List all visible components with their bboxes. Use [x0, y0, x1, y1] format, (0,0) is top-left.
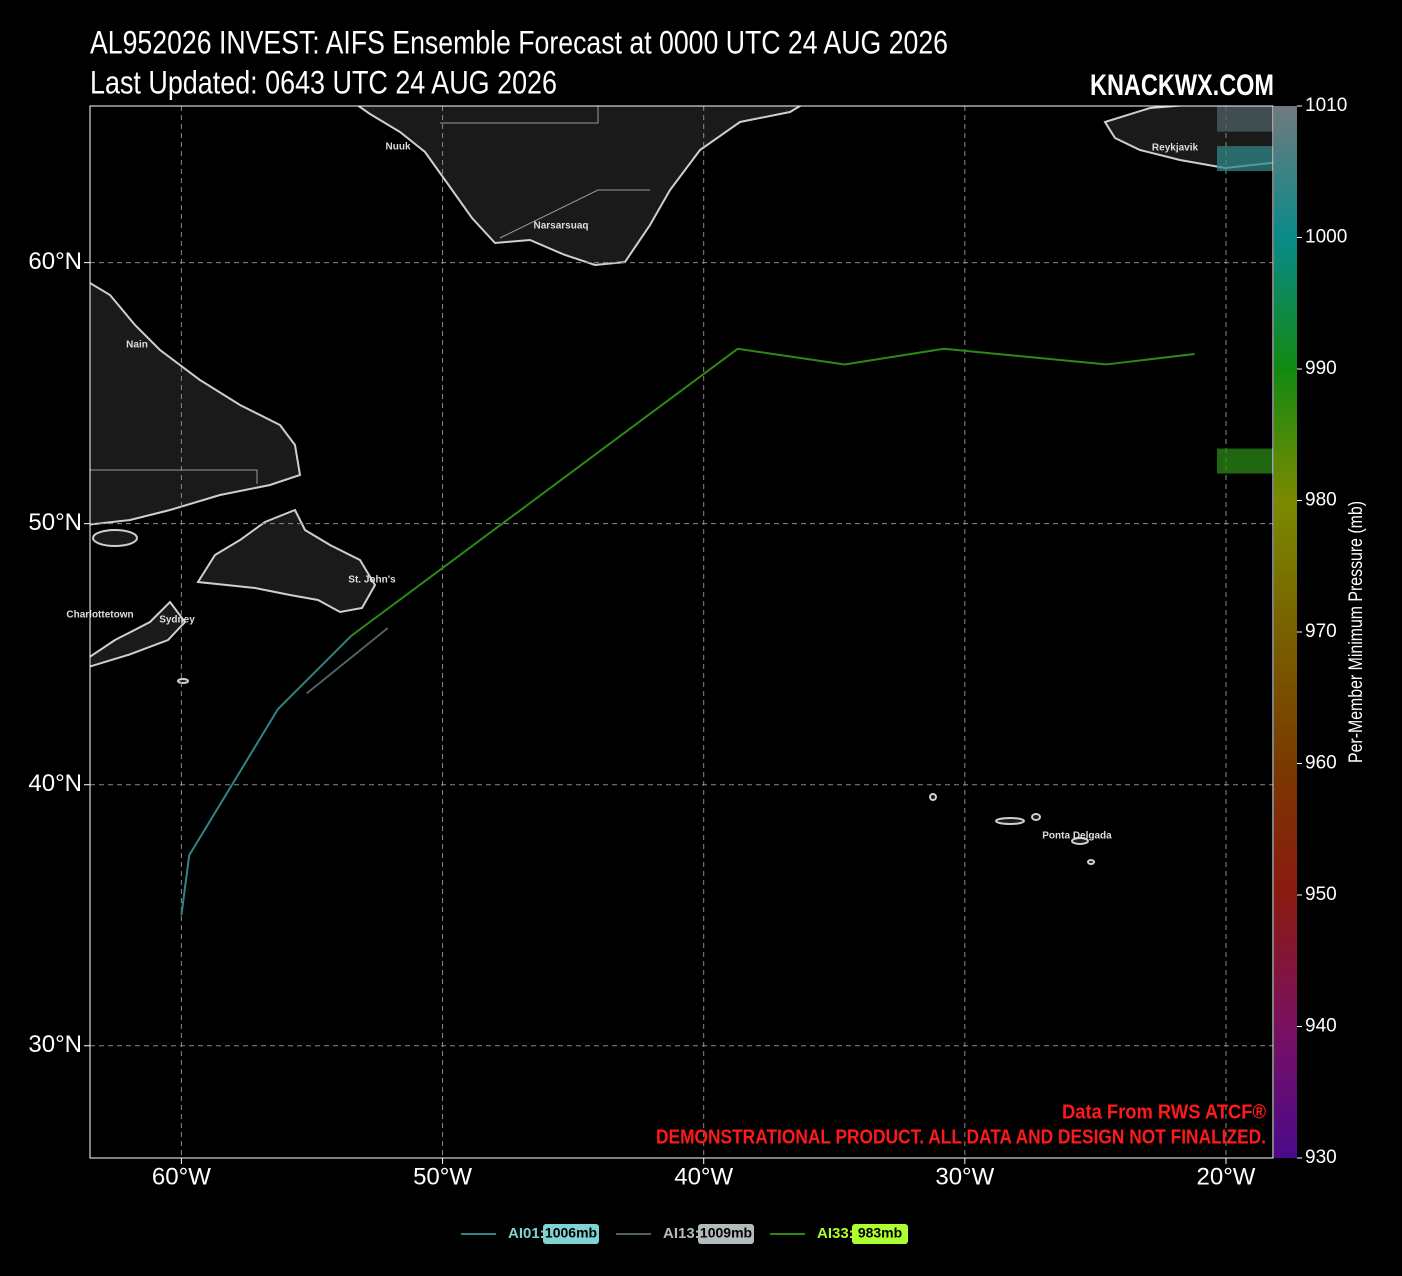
track-line [350, 347, 1195, 637]
plot-frame [89, 105, 1274, 1159]
track-line [180, 635, 352, 916]
track-line [306, 627, 389, 695]
azores-island [1087, 859, 1095, 865]
newfoundland [196, 508, 377, 614]
y-tick-label: 30°N [28, 1031, 82, 1058]
legend-value-box [698, 1224, 754, 1244]
annotation: DEMONSTRATIONAL PRODUCT. ALL DATA AND DE… [656, 1126, 1266, 1148]
border [440, 106, 599, 124]
place-label: Nuuk [386, 142, 411, 153]
nova-scotia [90, 600, 187, 668]
colorbar-tick-label: 1000 [1305, 227, 1347, 248]
place-label: Nain [126, 340, 148, 351]
azores-island [1031, 813, 1041, 821]
legend-label: AI01: [508, 1225, 545, 1242]
x-tick-label: 50°W [413, 1163, 472, 1190]
site-label: KNACKWX.COM [1090, 69, 1274, 102]
place-label: Ponta Delgada [1042, 831, 1112, 842]
place-label: Sydney [159, 615, 195, 626]
y-tick-label: 50°N [28, 509, 82, 536]
colorbar-tick-label: 960 [1305, 753, 1337, 774]
azores-island [1071, 837, 1089, 845]
place-label: Reykjavik [1152, 143, 1199, 154]
greenland [356, 106, 802, 267]
colorbar-label: Per-Member Minimum Pressure (mb) [1346, 501, 1367, 763]
x-tick-label: 30°W [935, 1163, 994, 1190]
legend: AI01: 1006mb AI13: 1009mb AI33: 983mb [461, 1224, 908, 1244]
legend-value: 1009mb [700, 1225, 752, 1241]
basemap [90, 106, 1273, 865]
colorbar-tick-label: 1010 [1305, 95, 1347, 116]
pressure-marker [1217, 146, 1273, 172]
border [90, 469, 258, 484]
x-tick-label: 60°W [152, 1163, 211, 1190]
places: Nuuk Narsarsuaq Reykjavik Nain St. John's Cha… [66, 142, 1198, 842]
place-label: Narsarsuaq [533, 221, 588, 232]
place-label: St. John's [348, 575, 396, 586]
colorbar-tick-label: 950 [1305, 884, 1337, 905]
pressure-marker [1217, 106, 1273, 132]
azores-island [929, 793, 937, 801]
legend-value-box [543, 1224, 599, 1244]
island [177, 678, 189, 684]
legend-value: 1006mb [545, 1225, 597, 1241]
colorbar-tick-label: 930 [1305, 1147, 1337, 1168]
colorbar-tick-label: 980 [1305, 490, 1337, 511]
chart-title: AL952026 INVEST: AIFS Ensemble Forecast … [90, 24, 948, 60]
colorbar-tick-label: 990 [1305, 358, 1337, 379]
border [499, 189, 650, 239]
place-label: Charlottetown [66, 610, 133, 621]
x-tick-label: 20°W [1197, 1163, 1256, 1190]
legend-value-box [852, 1224, 908, 1244]
colorbar-tick-label: 970 [1305, 621, 1337, 642]
grid: 60°W 50°W 40°W 30°W 20°W 30°N 40°N 50°N 60°N [28, 106, 1273, 1190]
labrador [90, 281, 302, 526]
y-tick-label: 40°N [28, 770, 82, 797]
legend-value: 983mb [858, 1225, 902, 1241]
chart-subtitle: Last Updated: 0643 UTC 24 AUG 2026 [90, 64, 557, 100]
colorbar-tick-label: 940 [1305, 1016, 1337, 1037]
x-tick-label: 40°W [674, 1163, 733, 1190]
legend-label: AI33: [817, 1225, 854, 1242]
annotation: Data From RWS ATCF® [1062, 1101, 1266, 1123]
azores-island [995, 817, 1025, 825]
legend-label: AI13: [663, 1225, 700, 1242]
pressure-marker [1217, 448, 1273, 474]
y-tick-label: 60°N [28, 248, 82, 275]
anticosti [92, 529, 138, 547]
tracks [180, 106, 1273, 916]
colorbar [1274, 106, 1297, 1158]
